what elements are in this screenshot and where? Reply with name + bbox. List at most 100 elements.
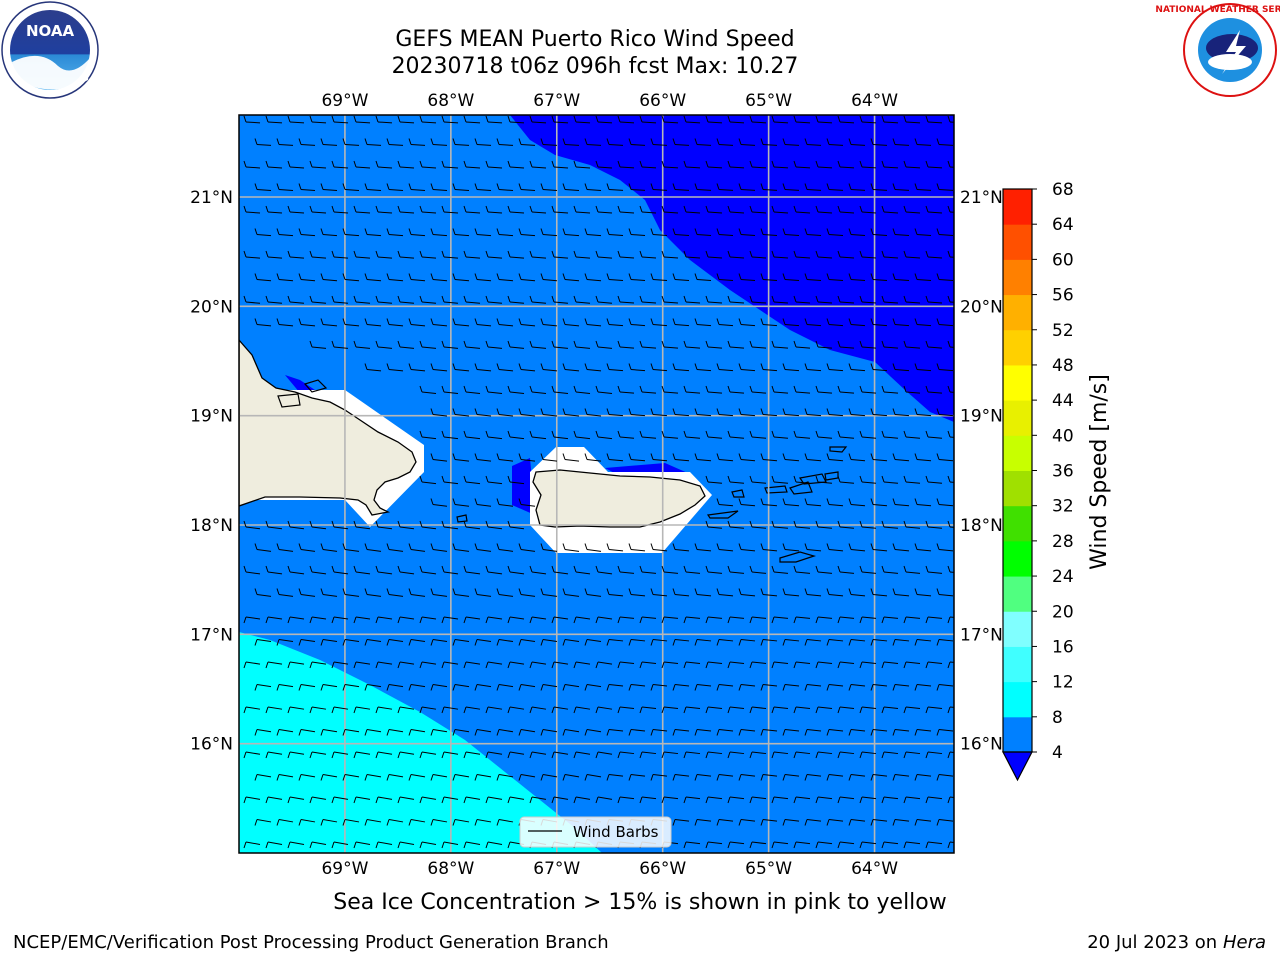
wind-barb — [289, 616, 305, 620]
wind-barb-flag — [309, 796, 313, 804]
wind-barb — [465, 256, 481, 259]
wind-barb — [751, 391, 767, 394]
wind-barb — [531, 706, 547, 710]
wind-barb-flag — [474, 363, 478, 370]
wind-barb — [872, 234, 888, 236]
wind-barb-flag — [243, 616, 247, 624]
wind-barb-flag — [881, 115, 885, 123]
wind-barb-flag — [430, 138, 434, 145]
wind-barb — [597, 616, 613, 620]
wind-barb — [443, 706, 459, 710]
wind-barb-flag — [716, 588, 720, 595]
wind-barb-flag — [749, 115, 753, 123]
lon-label-top: 68°W — [427, 91, 474, 111]
wind-barb-flag — [936, 588, 940, 595]
wind-barb-flag — [342, 684, 346, 691]
wind-barb-flag — [749, 475, 753, 483]
wind-barb-flag — [914, 318, 918, 325]
wind-barb-flag — [276, 774, 280, 781]
wind-barb-flag — [859, 565, 863, 573]
wind-barb — [894, 459, 910, 462]
wind-barb — [949, 301, 954, 303]
wind-barb-flag — [353, 841, 357, 849]
wind-barb-flag — [925, 430, 929, 438]
wind-barb — [773, 751, 789, 755]
colorbar-extend-min — [1002, 751, 1033, 782]
wind-barb — [883, 256, 899, 259]
wind-barb — [311, 121, 327, 124]
wind-barb-flag — [375, 115, 379, 123]
wind-barb — [872, 549, 888, 552]
colorbar-segment — [1003, 259, 1032, 296]
wind-barb-flag — [529, 706, 533, 714]
wind-barb — [872, 504, 888, 507]
wind-barb — [267, 616, 283, 620]
wind-barb — [487, 436, 503, 440]
wind-barb-flag — [672, 273, 676, 280]
wind-barb-flag — [430, 543, 434, 550]
wind-barb — [344, 324, 360, 327]
wind-barb-flag — [254, 774, 258, 781]
wind-barb-flag — [837, 385, 841, 393]
wind-barb-flag — [342, 588, 346, 595]
wind-barb — [762, 189, 778, 191]
wind-barb — [465, 121, 481, 124]
wind-barb — [674, 729, 690, 732]
wind-barb-flag — [496, 273, 500, 280]
wind-barb-flag — [408, 639, 412, 646]
wind-barb-flag — [606, 543, 610, 550]
wind-barb-flag — [265, 706, 269, 714]
wind-barb — [806, 774, 822, 777]
wind-barb — [586, 684, 602, 688]
wind-barb — [443, 346, 459, 349]
wind-barb — [751, 301, 767, 304]
wind-barb-flag — [694, 684, 698, 691]
wind-barb — [619, 211, 635, 214]
wind-barb — [916, 189, 932, 191]
wind-barb — [399, 346, 415, 349]
wind-barb — [245, 526, 261, 530]
wind-barb-flag — [826, 684, 830, 691]
wind-barb-flag — [419, 475, 423, 483]
wind-barb-flag — [485, 475, 489, 483]
wind-barb-flag — [782, 774, 786, 781]
wind-barb-flag — [375, 295, 379, 303]
wind-barb-flag — [606, 228, 610, 235]
wind-barb — [839, 661, 855, 664]
wind-barb-flag — [408, 318, 412, 325]
wind-barb-flag — [441, 565, 445, 573]
wind-barb-flag — [716, 408, 720, 415]
wind-barb-flag — [562, 543, 566, 550]
wind-barb — [806, 324, 822, 327]
wind-barb-flag — [749, 841, 753, 849]
wind-barb-flag — [408, 228, 412, 235]
wind-barb-flag — [243, 661, 247, 669]
wind-barb-flag — [496, 228, 500, 235]
wind-barb-flag — [386, 183, 390, 190]
svg-text:NOAA: NOAA — [26, 22, 75, 40]
wind-barb-flag — [485, 661, 489, 669]
wind-barb — [949, 616, 954, 618]
wind-barb — [498, 594, 514, 597]
wind-barb-flag — [518, 498, 522, 505]
wind-barb-flag — [727, 205, 731, 213]
wind-barb — [663, 796, 679, 800]
wind-barb-flag — [375, 205, 379, 213]
wind-barb-flag — [727, 751, 731, 759]
wind-barb — [410, 729, 426, 733]
wind-barb — [905, 571, 921, 574]
wind-barb — [344, 144, 360, 146]
wind-barb — [487, 571, 503, 575]
wind-barb — [861, 751, 877, 755]
wind-barb-flag — [881, 661, 885, 669]
wind-barb — [916, 774, 932, 777]
wind-barb-flag — [507, 340, 511, 348]
wind-barb-flag — [265, 295, 269, 303]
lon-label-top: 64°W — [851, 91, 898, 111]
wind-barb — [762, 819, 778, 822]
wind-barb-flag — [342, 228, 346, 235]
wind-barb-flag — [397, 295, 401, 303]
wind-barb — [355, 661, 371, 665]
wind-barb — [652, 774, 668, 777]
wind-barb-flag — [276, 729, 280, 736]
